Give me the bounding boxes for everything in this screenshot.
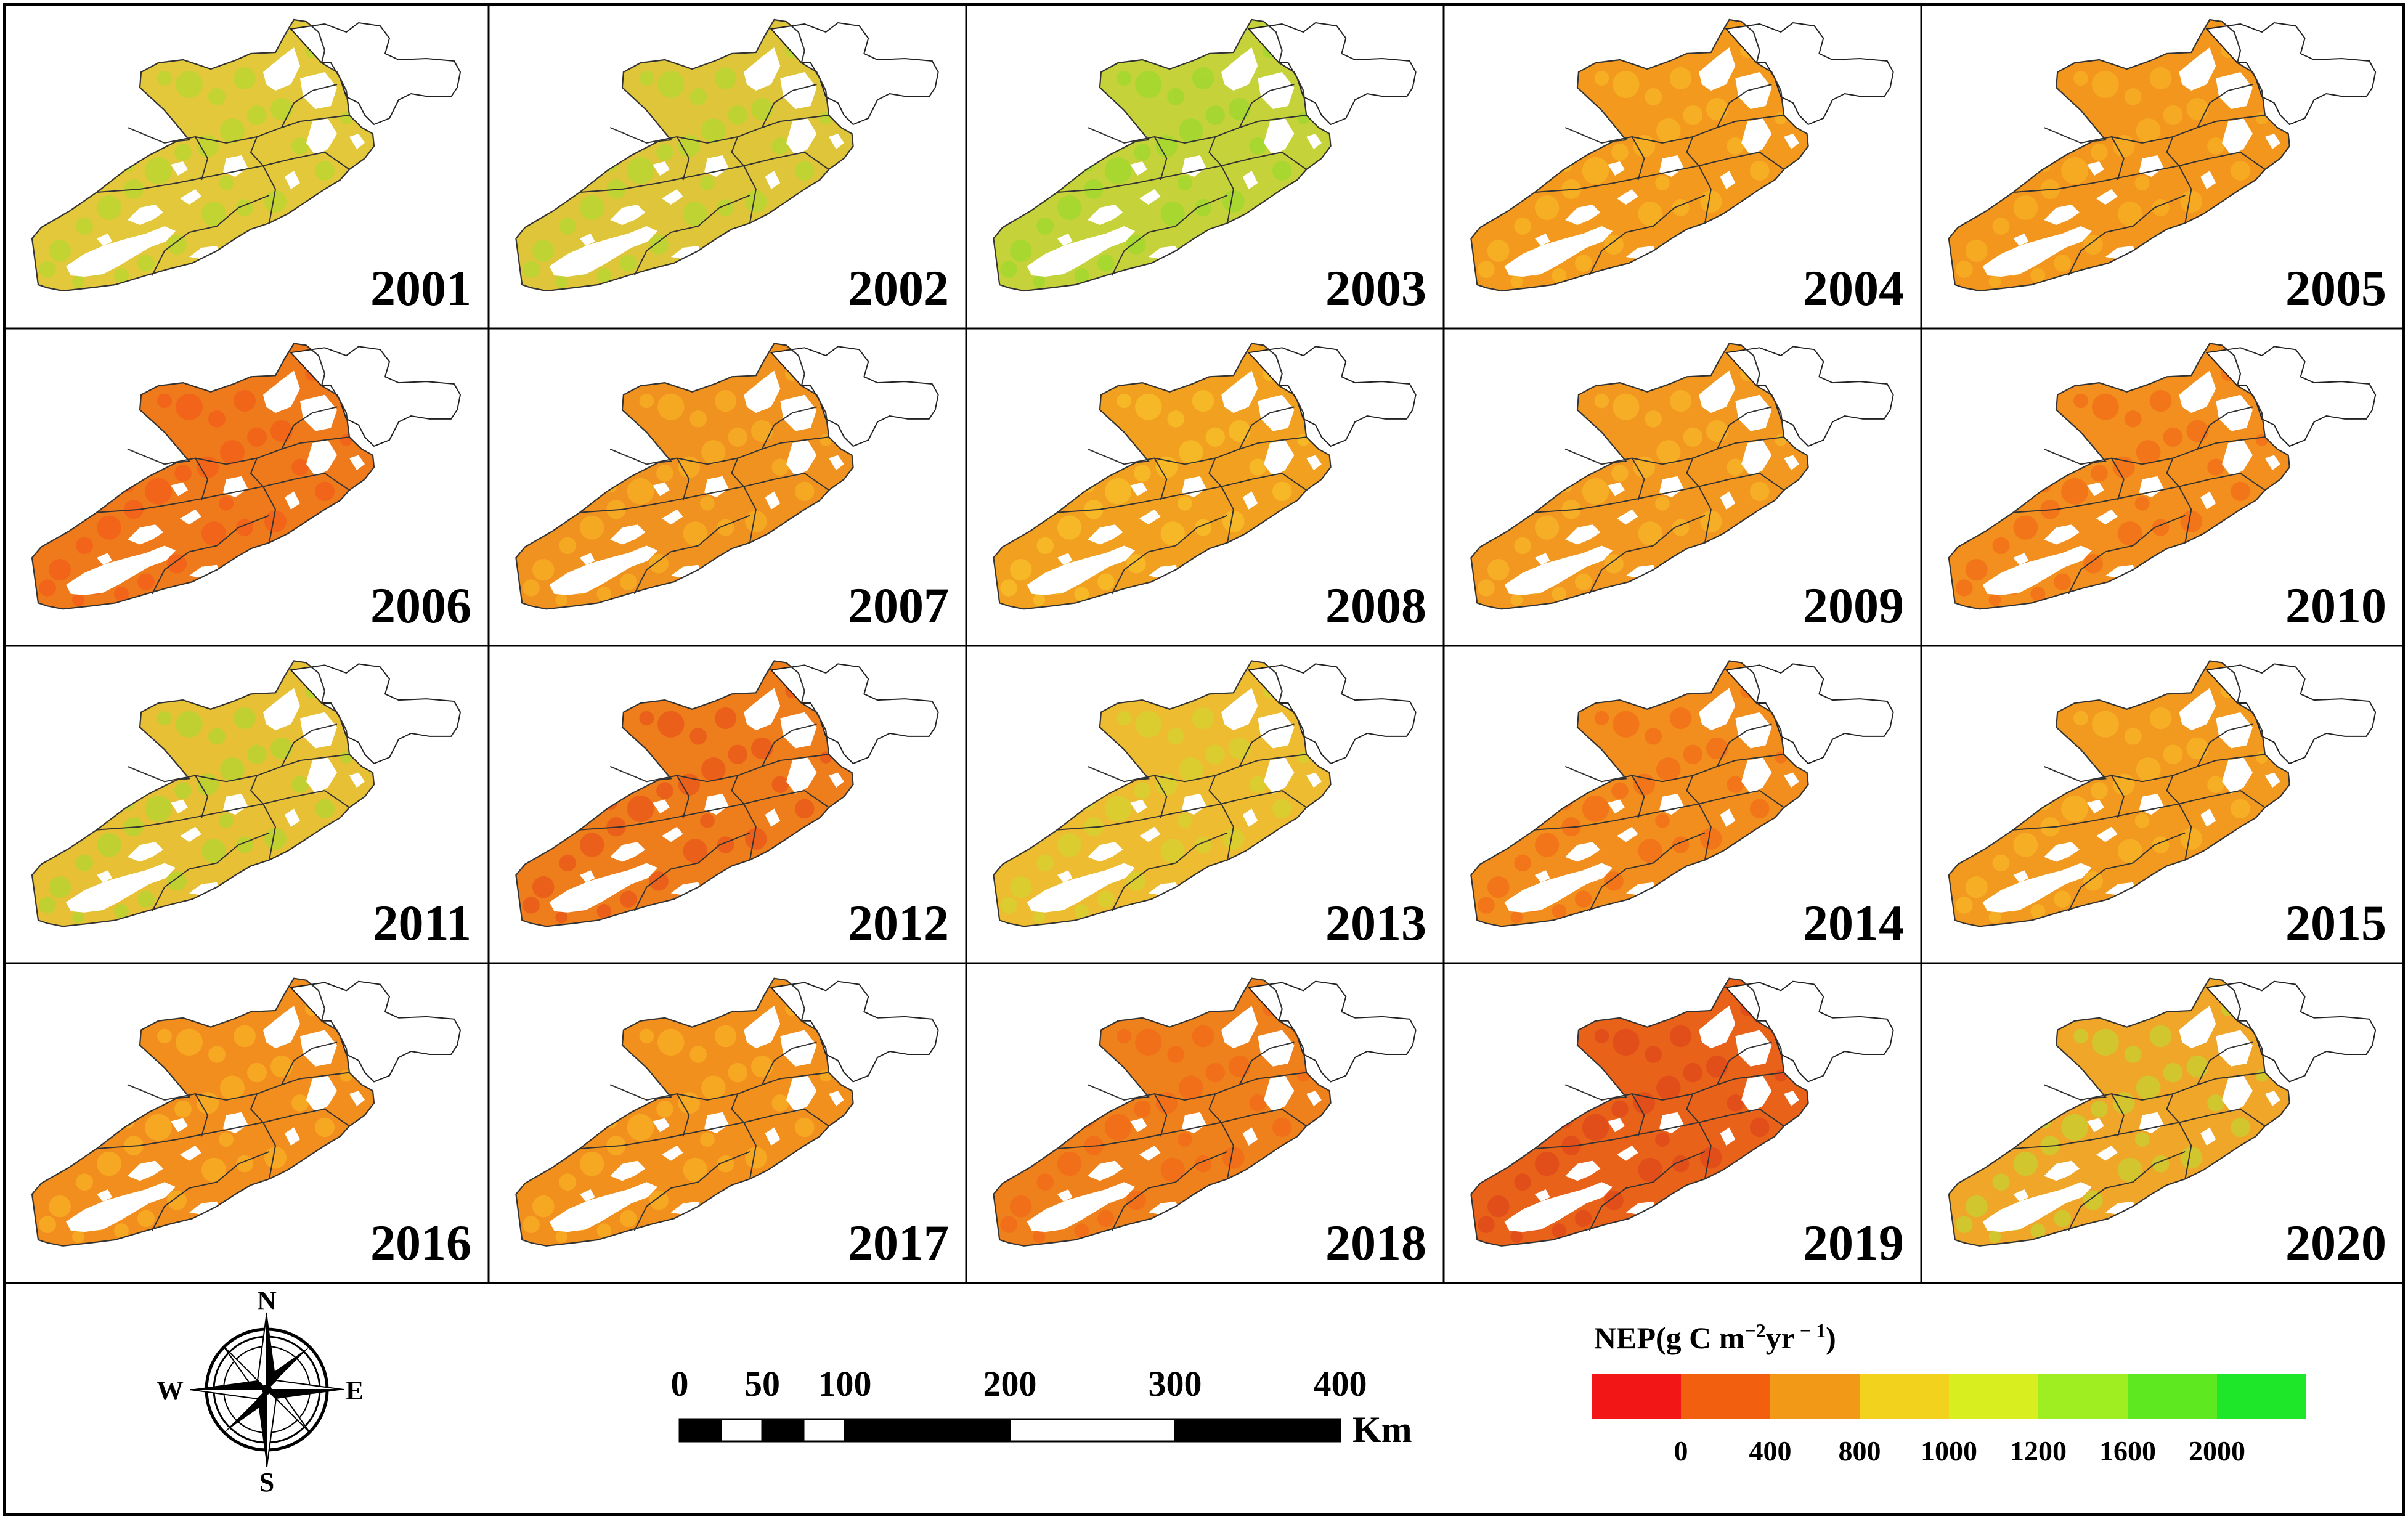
legend-swatches — [1592, 1374, 2306, 1419]
scale-bar-segments — [678, 1418, 1341, 1443]
panel-grid-lines — [4, 4, 2404, 1284]
scale-tick-0: 0 — [671, 1364, 689, 1404]
legend-tick-label: 400 — [1749, 1435, 1792, 1467]
legend-title-exp2: − 1 — [1795, 1319, 1826, 1342]
nep-legend: NEP(g C m−2yr − 1) 0 400 800 1000 1200 1600 20… — [1592, 1319, 2306, 1467]
legend-swatch — [2217, 1374, 2306, 1419]
legend-swatch — [2128, 1374, 2217, 1419]
legend-swatch — [1770, 1374, 1860, 1419]
compass-east-label: E — [346, 1375, 364, 1406]
legend-tick-label: 1600 — [2099, 1435, 2156, 1467]
panel-year-label: 2016 — [370, 1215, 471, 1271]
scale-tick-200: 200 — [983, 1364, 1037, 1404]
panel-year-label: 2018 — [1325, 1215, 1426, 1271]
panel-year-label: 2010 — [2285, 577, 2386, 633]
legend-title-mid: yr — [1766, 1321, 1795, 1355]
panel-year-label: 2005 — [2285, 260, 2386, 316]
panel-year-label: 2008 — [1325, 577, 1426, 633]
panel-year-label: 2012 — [848, 895, 949, 951]
scale-bar: 0 50 100 200 300 400 Km — [671, 1364, 1412, 1450]
legend-swatch — [1949, 1374, 2038, 1419]
compass-west-label: W — [157, 1375, 184, 1406]
panel-year-label: 2014 — [1803, 895, 1904, 951]
panel-year-label: 2003 — [1325, 260, 1426, 316]
compass-north-label: N — [257, 1285, 277, 1316]
panel-year-label: 2007 — [848, 577, 949, 633]
legend-swatch — [1592, 1374, 1681, 1419]
scale-tick-100: 100 — [818, 1364, 872, 1404]
legend-tick-label: 2000 — [2189, 1435, 2245, 1467]
legend-tick-label: 800 — [1839, 1435, 1881, 1467]
panel-year-label: 2009 — [1803, 577, 1904, 633]
compass-rose: N S E W — [157, 1285, 364, 1497]
panel-year-label: 2019 — [1803, 1215, 1904, 1271]
panel-year-label: 2004 — [1803, 260, 1904, 316]
panel-year-label: 2001 — [370, 260, 471, 316]
legend-swatch — [1681, 1374, 1770, 1419]
panel-year-label: 2015 — [2285, 895, 2386, 951]
scale-unit: Km — [1352, 1409, 1412, 1450]
panel-year-label: 2013 — [1325, 895, 1426, 951]
panel-year-label: 2002 — [848, 260, 949, 316]
scale-tick-300: 300 — [1149, 1364, 1202, 1404]
legend-swatch — [2038, 1374, 2128, 1419]
legend-title: NEP(g C m−2yr − 1) — [1594, 1319, 1836, 1355]
legend-tick-label: 1000 — [1921, 1435, 1977, 1467]
panel-year-label: 2011 — [373, 895, 471, 951]
panel-year-label: 2020 — [2285, 1215, 2386, 1271]
legend-title-main: NEP(g C m — [1594, 1321, 1744, 1355]
legend-tick-labels: 0 400 800 1000 1200 1600 2000 — [1674, 1435, 2246, 1467]
compass-cardinal-points — [189, 1312, 344, 1467]
panel-year-label: 2017 — [848, 1215, 949, 1271]
scale-tick-400: 400 — [1314, 1364, 1367, 1404]
scale-tick-50: 50 — [744, 1364, 780, 1404]
legend-title-exp1: −2 — [1744, 1319, 1765, 1342]
panel-year-label: 2006 — [370, 577, 471, 633]
legend-tick-label: 1200 — [2010, 1435, 2067, 1467]
legend-title-end: ) — [1826, 1321, 1836, 1355]
legend-tick-label: 0 — [1674, 1435, 1688, 1467]
legend-swatch — [1860, 1374, 1949, 1419]
compass-south-label: S — [259, 1467, 274, 1497]
